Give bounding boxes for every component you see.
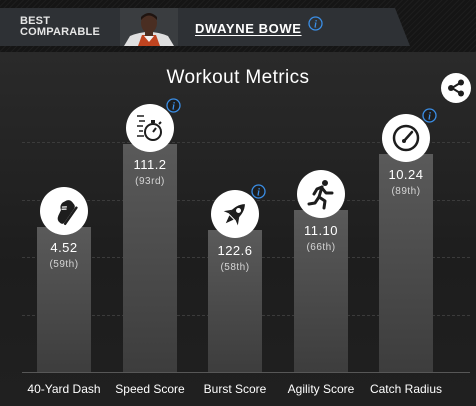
svg-text:i: i (172, 101, 175, 112)
info-icon[interactable]: i (308, 16, 323, 36)
rank-label: (58th) (220, 262, 250, 273)
stopwatch-icon (126, 104, 174, 152)
info-icon[interactable]: i (251, 184, 266, 199)
running-shoe-icon (40, 187, 88, 235)
rank-label: (89th) (391, 186, 421, 197)
value-label: 111.2 (133, 157, 167, 172)
category-label: 40-Yard Dash (27, 382, 101, 396)
rank-label: (93rd) (135, 176, 165, 187)
bar-40-yard-dash (37, 227, 91, 372)
value-label: 4.52 (50, 240, 78, 255)
share-icon[interactable] (441, 73, 471, 103)
category-label: Speed Score (115, 382, 185, 396)
category-label: Catch Radius (369, 382, 443, 396)
info-icon[interactable]: i (166, 98, 181, 113)
bar-catch-radius (379, 154, 433, 372)
player-name-link[interactable]: DWAYNE BOWE (195, 21, 302, 36)
player-avatar (120, 8, 178, 46)
bar-agility-score (294, 210, 348, 372)
rank-label: (66th) (306, 242, 336, 253)
bar-burst-score (208, 230, 262, 372)
svg-text:i: i (314, 19, 317, 30)
rank-label: (59th) (49, 259, 79, 270)
best-comparable-label: BEST COMPARABLE (20, 16, 130, 38)
chart-baseline (22, 372, 470, 373)
svg-text:i: i (257, 187, 260, 198)
category-label: Burst Score (203, 382, 267, 396)
running-person-icon (297, 170, 345, 218)
chart-title: Workout Metrics (166, 67, 310, 88)
info-icon[interactable]: i (422, 108, 437, 123)
best-comparable-tab (0, 8, 410, 46)
gridline (22, 142, 470, 143)
value-label: 122.6 (217, 243, 253, 258)
rocket-icon (211, 190, 259, 238)
category-label: Agility Score (287, 382, 355, 396)
bar-speed-score (123, 144, 177, 372)
svg-text:i: i (428, 111, 431, 122)
value-label: 10.24 (388, 167, 424, 182)
best-label-line-2: COMPARABLE (20, 26, 101, 38)
gauge-icon (382, 114, 430, 162)
best-label-line-1: BEST (20, 15, 51, 27)
value-label: 11.10 (303, 223, 339, 238)
